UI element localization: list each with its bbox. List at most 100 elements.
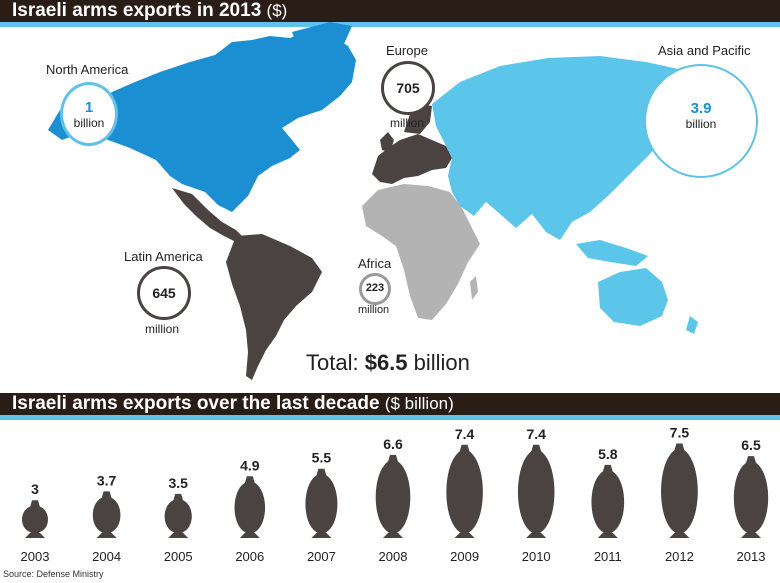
scandinavia-shape: [404, 104, 432, 134]
value-label-2008: 6.6: [383, 436, 403, 452]
bar-2011: [591, 464, 625, 538]
value-label-2013: 6.5: [741, 437, 761, 453]
southeast-asia-islands-shape: [576, 240, 648, 266]
bubble-value-asia-pacific: 3.9: [690, 100, 712, 117]
bubble-unit-europe: million: [390, 116, 425, 130]
bubble-unit-latin-america: million: [145, 322, 180, 336]
bubble-africa: 223: [359, 273, 391, 305]
bubble-value-europe: 705: [396, 80, 420, 96]
region-label-africa: Africa: [358, 256, 392, 271]
map-title: Israeli arms exports in 2013: [12, 0, 262, 21]
category-label-2007: 2007: [307, 549, 336, 564]
value-label-2004: 3.7: [97, 472, 117, 488]
new-zealand-shape: [686, 316, 698, 334]
australia-shape: [598, 268, 668, 326]
bubble-unit-asia-pacific: billion: [685, 117, 717, 131]
bar-tip-2006: [244, 476, 255, 484]
bar-body-2013: [733, 462, 769, 532]
bubble-value-latin-america: 645: [152, 285, 176, 301]
bubble-unit-north-america: billion: [73, 116, 105, 130]
total-suffix: billion: [407, 350, 470, 375]
bar-tip-2010: [531, 444, 542, 452]
bubble-europe: 705: [381, 61, 435, 115]
central-america-shape: [172, 188, 244, 242]
category-label-2013: 2013: [737, 549, 766, 564]
value-label-2010: 7.4: [526, 426, 546, 442]
europe-shape: [372, 134, 452, 184]
bar-body-2007: [305, 474, 338, 532]
bar-body-2011: [591, 470, 625, 532]
bar-tip-2004: [101, 491, 112, 499]
bar-2013: [733, 456, 769, 538]
value-label-2012: 7.5: [670, 425, 690, 441]
category-label-2010: 2010: [522, 549, 551, 564]
bar-tip-2008: [388, 454, 398, 462]
category-label-2011: 2011: [594, 549, 622, 564]
bar-2004: [92, 491, 121, 538]
british-isles-shape: [380, 132, 394, 152]
total-prefix: Total:: [306, 350, 365, 375]
region-label-europe: Europe: [386, 43, 428, 58]
category-label-2004: 2004: [92, 549, 121, 564]
category-label-2003: 2003: [21, 549, 50, 564]
bar-2012: [661, 443, 698, 538]
bubble-asia-pacific: 3.9 billion: [644, 64, 758, 178]
value-label-2006: 4.9: [240, 457, 260, 473]
category-label-2005: 2005: [164, 549, 193, 564]
south-america-shape: [226, 234, 322, 380]
bar-body-2004: [92, 497, 121, 532]
value-label-2009: 7.4: [455, 426, 475, 442]
value-label-2007: 5.5: [312, 450, 332, 466]
total-exports: Total: $6.5 billion: [306, 350, 470, 376]
bar-fin-2007: [311, 532, 332, 538]
greenland-shape: [292, 22, 352, 64]
bar-body-2006: [234, 482, 266, 532]
bubble-value-africa: 223: [365, 282, 385, 294]
value-label-2003: 3: [31, 481, 39, 497]
chart-title-bar: Israeli arms exports over the last decad…: [0, 393, 780, 415]
category-label-2006: 2006: [235, 549, 264, 564]
total-value: $6.5: [364, 350, 408, 375]
bar-tip-2007: [316, 468, 327, 476]
region-label-latin-america: Latin America: [124, 249, 203, 264]
bar-body-2012: [661, 449, 698, 532]
chart-title-unit: ($ billion): [384, 394, 454, 413]
bar-fin-2005: [168, 532, 189, 538]
north-america-shape: [48, 30, 356, 212]
category-label-2008: 2008: [379, 549, 408, 564]
bar-tip-2012: [674, 443, 685, 451]
bubble-north-america: 1 billion: [60, 82, 118, 146]
bar-tip-2005: [173, 493, 184, 501]
bubble-value-north-america: 1: [84, 99, 94, 116]
chart-title-rule: [0, 415, 780, 420]
madagascar-shape: [470, 276, 478, 300]
bar-body-2003: [22, 506, 48, 532]
region-label-asia-pacific: Asia and Pacific: [658, 43, 751, 58]
bubble-unit-africa: million: [358, 304, 390, 316]
map-title-unit: ($): [266, 1, 288, 20]
bar-tip-2009: [459, 444, 470, 452]
bar-2010: [517, 444, 555, 538]
bar-2009: [446, 444, 483, 538]
bar-2008: [375, 454, 411, 538]
bar-2006: [234, 476, 266, 538]
bar-tip-2013: [746, 456, 756, 464]
category-label-2012: 2012: [665, 549, 694, 564]
bar-fin-2003: [25, 532, 45, 538]
region-label-north-america: North America: [46, 62, 129, 77]
bar-body-2005: [164, 499, 192, 532]
bar-2003: [22, 500, 48, 538]
bar-2005: [164, 493, 192, 538]
category-label-2009: 2009: [450, 549, 479, 564]
bar-body-2009: [446, 450, 483, 532]
value-label-2005: 3.5: [168, 475, 188, 491]
bar-fin-2008: [383, 532, 403, 538]
source-note: Source: Defense Ministry: [3, 569, 104, 579]
bar-fin-2012: [669, 532, 690, 538]
bar-fin-2010: [526, 532, 547, 538]
bar-fin-2004: [96, 532, 117, 538]
bar-fin-2006: [239, 532, 260, 538]
value-label-2011: 5.8: [598, 446, 618, 462]
africa-shape: [362, 184, 480, 320]
